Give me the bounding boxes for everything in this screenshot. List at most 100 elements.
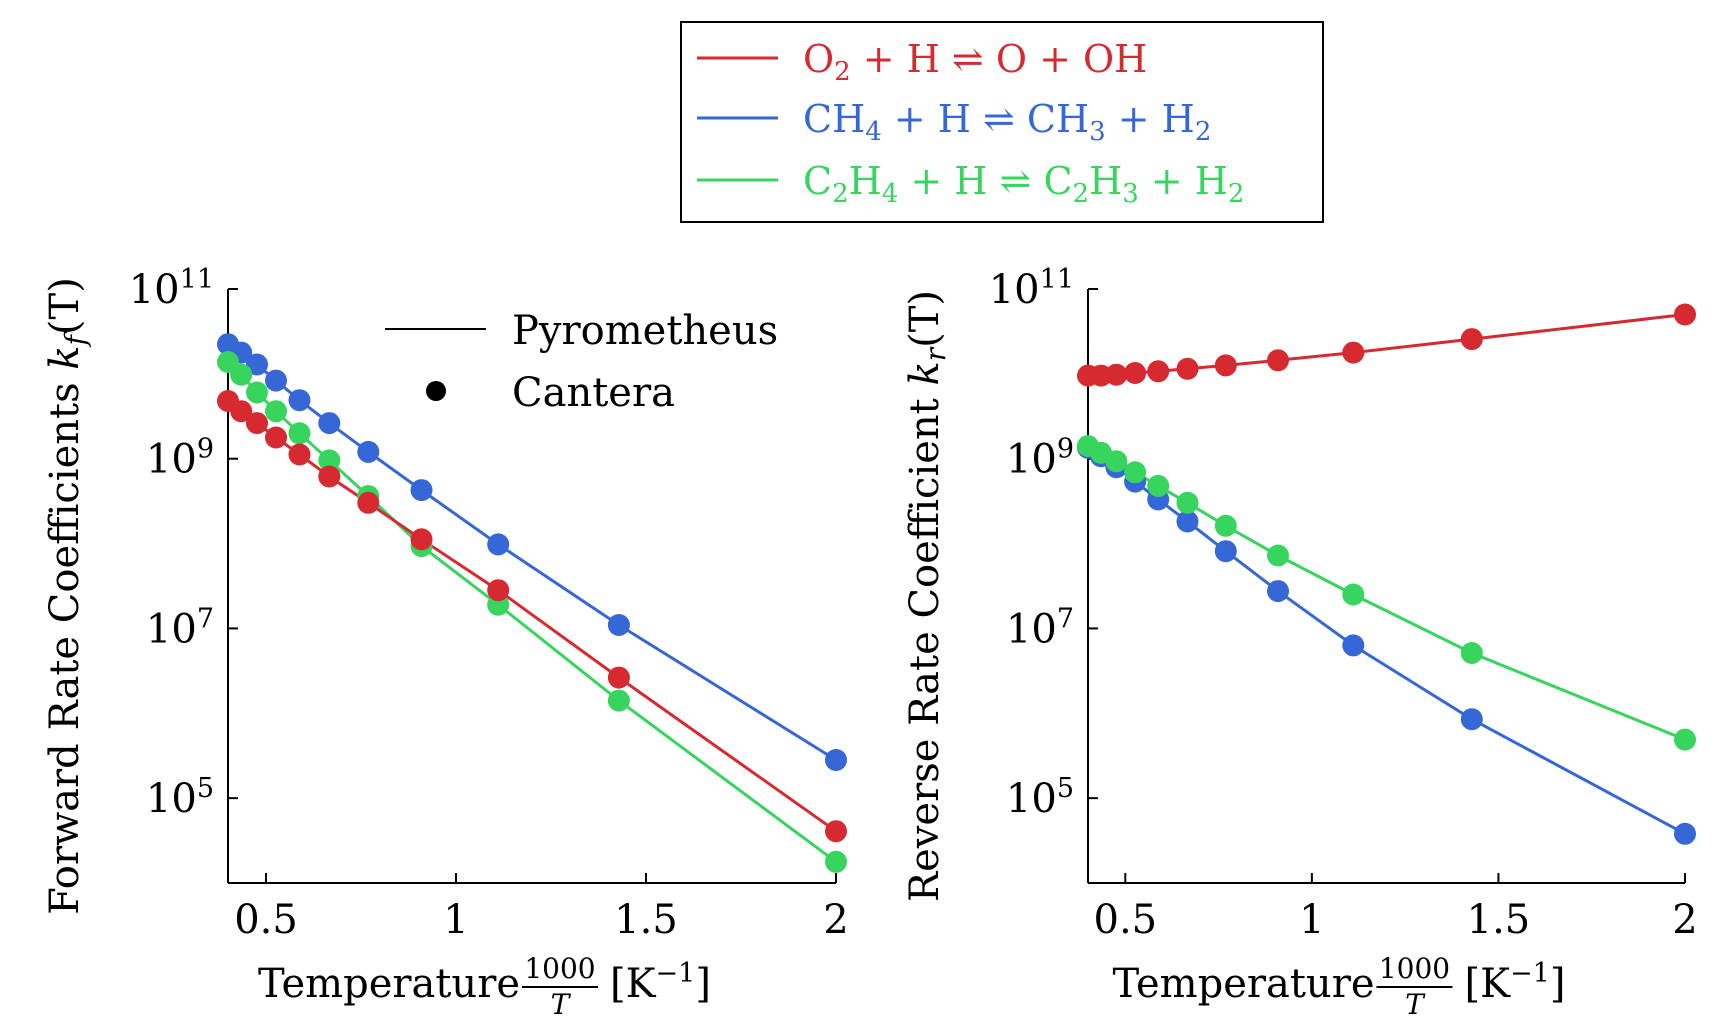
data-point-o2_h — [410, 528, 433, 551]
unit-exponent: −1 — [656, 958, 696, 989]
x-axis-fraction-numerator: 1000 — [1379, 952, 1450, 985]
tick-base: 10 — [146, 437, 197, 483]
subscript: 2 — [834, 57, 851, 87]
tick-base: 10 — [146, 606, 197, 652]
data-point-o2_h — [825, 820, 847, 843]
y-axis-label: Reverse Rate Coefficient kr(T) — [902, 290, 952, 902]
data-point-ch4_h — [357, 440, 380, 463]
data-point-c2h4_h — [246, 381, 268, 404]
data-point-o2_h — [607, 666, 630, 689]
data-point-o2_h — [1214, 354, 1237, 377]
data-point-o2_h — [1176, 357, 1199, 380]
data-point-o2_h — [230, 400, 253, 423]
data-point-c2h4_h — [230, 363, 253, 386]
subscript: 3 — [1089, 117, 1106, 147]
text-part: + H — [1139, 159, 1228, 203]
text-part: + H ⇌ O + OH — [851, 37, 1148, 81]
data-point-o2_h — [1267, 349, 1289, 372]
x-tick-label: 1 — [1299, 897, 1324, 943]
text-part: + H — [1106, 97, 1195, 141]
data-point-c2h4_h — [1460, 642, 1483, 664]
unit-exponent: −1 — [1510, 958, 1550, 989]
data-point-c2h4_h — [607, 689, 630, 712]
x-tick-label: 2 — [823, 897, 848, 943]
series-line-c2h4_h — [226, 360, 837, 864]
y-tick-label: 105 — [146, 773, 214, 822]
data-point-o2_h — [246, 412, 268, 435]
data-point-ch4_h — [246, 353, 268, 376]
tick-exponent: 9 — [1057, 434, 1074, 465]
text-part: + H ⇌ C — [898, 159, 1072, 203]
data-point-o2_h — [1674, 303, 1696, 326]
data-point-c2h4_h — [265, 400, 287, 423]
data-point-ch4_h — [607, 614, 630, 636]
data-point-o2_h — [1460, 328, 1483, 351]
x-tick-label: 2 — [1672, 897, 1697, 943]
text-part: H — [849, 159, 882, 203]
y-tick-label: 109 — [1006, 434, 1074, 483]
unit-close: ] — [1550, 961, 1566, 1007]
data-point-c2h4_h — [288, 422, 311, 445]
data-point-ch4_h — [1267, 580, 1289, 603]
tick-base: 10 — [1006, 606, 1057, 652]
text-part: H — [1089, 159, 1122, 203]
text-part: CH — [803, 97, 865, 141]
legend-label-ch4_h: CH4 + H ⇌ CH3 + H2 — [803, 97, 1211, 147]
tick-base: 10 — [1006, 437, 1057, 483]
x-axis-unit: [K−1] — [610, 958, 711, 1007]
subscript: 4 — [882, 179, 899, 209]
legend-label-pyrometheus: Pyrometheus — [512, 308, 778, 354]
y-tick-label: 105 — [1006, 773, 1074, 822]
data-point-c2h4_h — [1214, 514, 1237, 537]
x-tick-label: 1.5 — [1467, 897, 1531, 943]
series-line-o2_h — [227, 399, 837, 833]
y-tick-label: 107 — [1006, 604, 1074, 653]
subscript: 2 — [1195, 117, 1212, 147]
y-label-variable: k — [902, 361, 948, 385]
data-point-ch4_h — [318, 412, 341, 435]
x-tick-label: 1.5 — [614, 897, 678, 943]
legend-box — [680, 21, 1324, 223]
subscript: 2 — [1073, 179, 1090, 209]
tick-exponent: 5 — [1057, 773, 1074, 804]
y-label-text: Reverse Rate Coefficient — [902, 386, 948, 902]
data-point-c2h4_h — [318, 449, 341, 472]
data-point-c2h4_h — [1176, 491, 1199, 514]
data-point-ch4_h — [825, 749, 847, 771]
x-axis-label-text: Temperature — [1112, 961, 1374, 1007]
data-point-o2_h — [357, 491, 380, 514]
data-point-c2h4_h — [1147, 474, 1170, 497]
data-point-o2_h — [1124, 362, 1147, 384]
data-point-c2h4_h — [825, 850, 847, 873]
tick-base: 10 — [146, 776, 197, 822]
x-axis-fraction-denominator: T — [551, 988, 572, 1016]
x-axis-unit: [K−1] — [1465, 958, 1566, 1007]
legend-label-o2_h: O2 + H ⇌ O + OH — [803, 37, 1147, 87]
subscript: 3 — [1122, 179, 1139, 209]
unit-text: [K — [610, 961, 657, 1007]
data-point-o2_h — [1342, 341, 1365, 364]
x-tick-label: 0.5 — [1094, 897, 1158, 943]
tick-exponent: 9 — [197, 434, 214, 465]
data-point-ch4_h — [1460, 708, 1483, 731]
subscript: 2 — [832, 179, 849, 209]
y-tick-label: 1011 — [129, 264, 214, 313]
data-point-o2_h — [1147, 360, 1170, 383]
y-tick-label: 1011 — [989, 264, 1074, 313]
data-point-c2h4_h — [1124, 461, 1147, 484]
tick-exponent: 5 — [197, 773, 214, 804]
data-point-ch4_h — [410, 479, 433, 502]
data-point-c2h4_h — [1105, 450, 1128, 473]
legend-label-cantera: Cantera — [512, 370, 675, 416]
tick-exponent: 11 — [1040, 264, 1074, 295]
tick-exponent: 7 — [1057, 604, 1074, 635]
data-point-ch4_h — [1176, 510, 1199, 533]
x-axis-label: Temperature 1000 T [K−1] — [258, 952, 711, 1020]
method-legend: Pyrometheus Cantera — [385, 308, 778, 416]
data-point-c2h4_h — [1342, 583, 1365, 606]
x-axis-label-text: Temperature — [258, 961, 520, 1007]
